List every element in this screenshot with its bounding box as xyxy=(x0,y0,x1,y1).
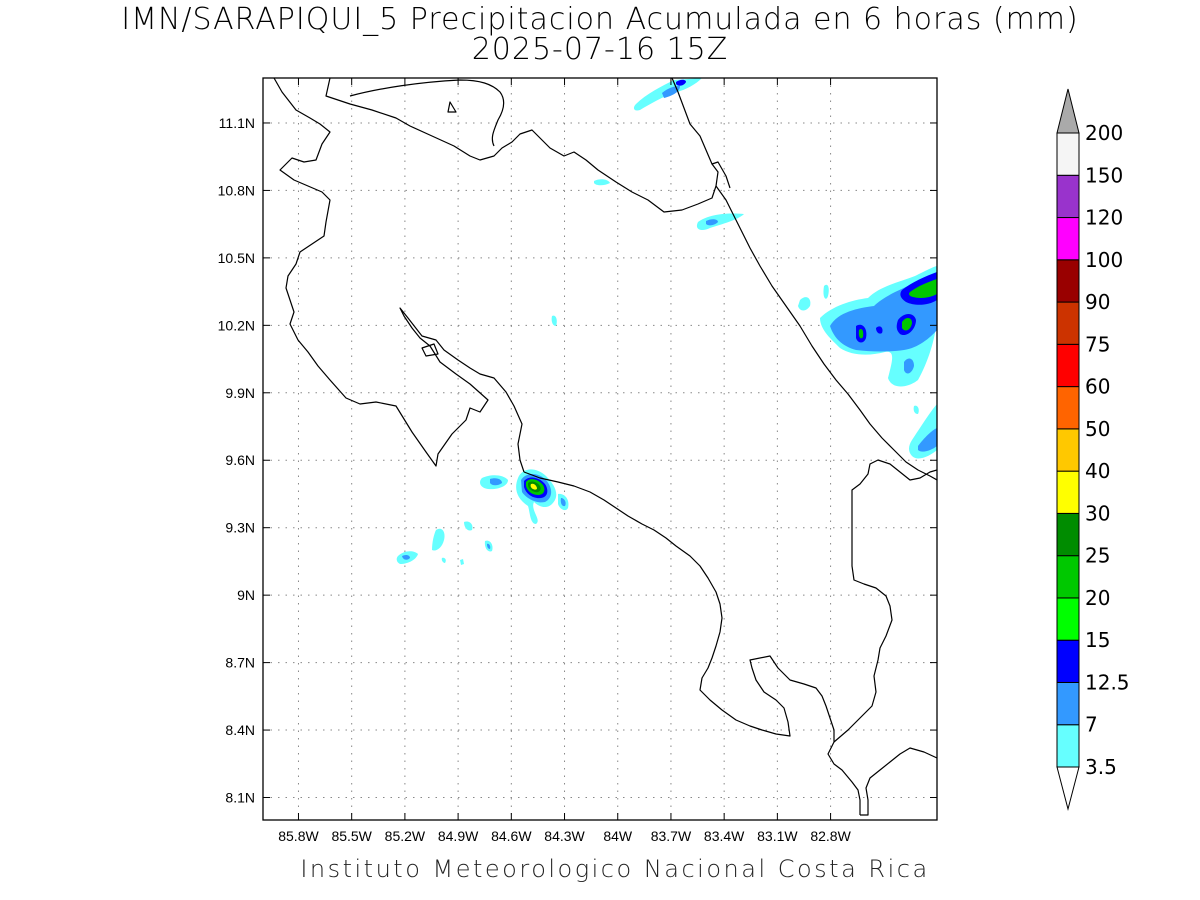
gulf-island xyxy=(421,343,439,357)
lat-tick-label: 8.7N xyxy=(225,655,255,671)
lat-tick-label: 9.3N xyxy=(225,520,255,536)
colorbar-band xyxy=(1056,512,1080,557)
coastlines xyxy=(273,78,937,816)
golfo-dulce-coast xyxy=(833,459,937,743)
lon-tick-label: 85.8W xyxy=(278,828,319,844)
colorbar-band xyxy=(1056,386,1080,430)
colorbar-band xyxy=(1056,555,1080,599)
colorbar-upper-arrow xyxy=(1056,88,1080,134)
precip-area-caribbean xyxy=(798,266,937,459)
lon-tick-label: 83.4W xyxy=(704,828,745,844)
lon-tick-label: 83.7W xyxy=(651,828,692,844)
colorbar-band xyxy=(1056,597,1080,641)
lat-tick-label: 10.5N xyxy=(218,250,255,266)
lat-tick-label: 10.8N xyxy=(218,182,255,198)
colorbar-band xyxy=(1056,259,1080,303)
colorbar-label: 20 xyxy=(1085,586,1110,610)
map-subtitle: 2025-07-16 15Z xyxy=(471,32,729,67)
colorbar-band xyxy=(1056,428,1080,472)
plot-frame xyxy=(262,77,938,821)
map-gridlines xyxy=(263,78,937,820)
lake-islet xyxy=(447,101,457,113)
colorbar-band xyxy=(1056,217,1080,261)
precip-area-central xyxy=(516,469,569,524)
lake-nicaragua-north xyxy=(349,79,505,147)
lon-tick-label: 83.1W xyxy=(757,828,798,844)
colorbar-label: 100 xyxy=(1085,248,1123,272)
colorbar-label: 200 xyxy=(1085,121,1123,145)
lat-tick-label: 10.2N xyxy=(218,317,255,333)
colorbar-label: 40 xyxy=(1085,459,1110,483)
colorbar-label: 120 xyxy=(1085,206,1123,230)
footer-credit: Instituto Meteorologico Nacional Costa R… xyxy=(300,855,930,883)
colorbar-label: 60 xyxy=(1085,375,1110,399)
colorbar-label: 7 xyxy=(1085,713,1098,737)
colorbar-band xyxy=(1056,724,1080,768)
colorbar-band xyxy=(1056,470,1080,514)
precip-area-north xyxy=(551,78,744,326)
colorbar-label: 30 xyxy=(1085,501,1110,525)
lat-tick-label: 9N xyxy=(237,587,255,603)
precip-area-west xyxy=(396,475,508,565)
colorbar-band xyxy=(1056,132,1080,176)
nicaragua-pacific-coast xyxy=(273,78,525,473)
costa-rica-pacific-coast xyxy=(523,471,861,815)
colorbar-band xyxy=(1056,343,1080,388)
colorbar-band xyxy=(1056,681,1080,726)
lat-tick-label: 11.1N xyxy=(219,115,255,131)
colorbar-label: 75 xyxy=(1085,332,1110,356)
lat-tick-label: 8.4N xyxy=(225,722,255,738)
lon-tick-label: 84W xyxy=(603,828,633,844)
axis-ticks: 85.8W 85.5W 85.2W 84.9W 84.6W 84.3W 84W 83.7W 83… xyxy=(218,78,937,844)
colorbar-label: 25 xyxy=(1085,544,1110,568)
colorbar-label: 12.5 xyxy=(1085,670,1130,694)
lon-tick-label: 82.8W xyxy=(810,828,851,844)
colorbar-label: 15 xyxy=(1085,628,1110,652)
costa-rica-caribbean-coast xyxy=(715,185,937,481)
colorbar-lower-arrow xyxy=(1056,766,1080,811)
colorbar: 3.5 7 12.5 15 20 25 30 40 50 60 75 90 100 120 150 200 xyxy=(1056,88,1130,811)
lat-tick-label: 8.1N xyxy=(225,790,255,806)
lon-tick-label: 85.2W xyxy=(385,828,426,844)
lon-tick-label: 84.3W xyxy=(544,828,585,844)
precipitation-shading xyxy=(396,78,937,565)
colorbar-band xyxy=(1056,639,1080,683)
map-title: IMN/SARAPIQUI_5 Precipitacion Acumulada … xyxy=(121,2,1079,37)
colorbar-band xyxy=(1056,174,1080,219)
colorbar-label: 3.5 xyxy=(1085,755,1117,779)
colorbar-label: 150 xyxy=(1085,163,1123,187)
colorbar-band xyxy=(1056,301,1080,345)
lon-tick-label: 85.5W xyxy=(331,828,372,844)
lon-tick-label: 84.6W xyxy=(491,828,532,844)
colorbar-label: 90 xyxy=(1085,290,1110,314)
panama-border xyxy=(860,747,937,816)
lat-tick-label: 9.6N xyxy=(225,452,255,468)
lat-tick-label: 9.9N xyxy=(225,385,255,401)
rio-san-juan xyxy=(671,78,713,165)
lon-tick-label: 84.9W xyxy=(438,828,479,844)
nicaragua-lake-shore xyxy=(325,78,731,213)
colorbar-label: 50 xyxy=(1085,417,1110,441)
